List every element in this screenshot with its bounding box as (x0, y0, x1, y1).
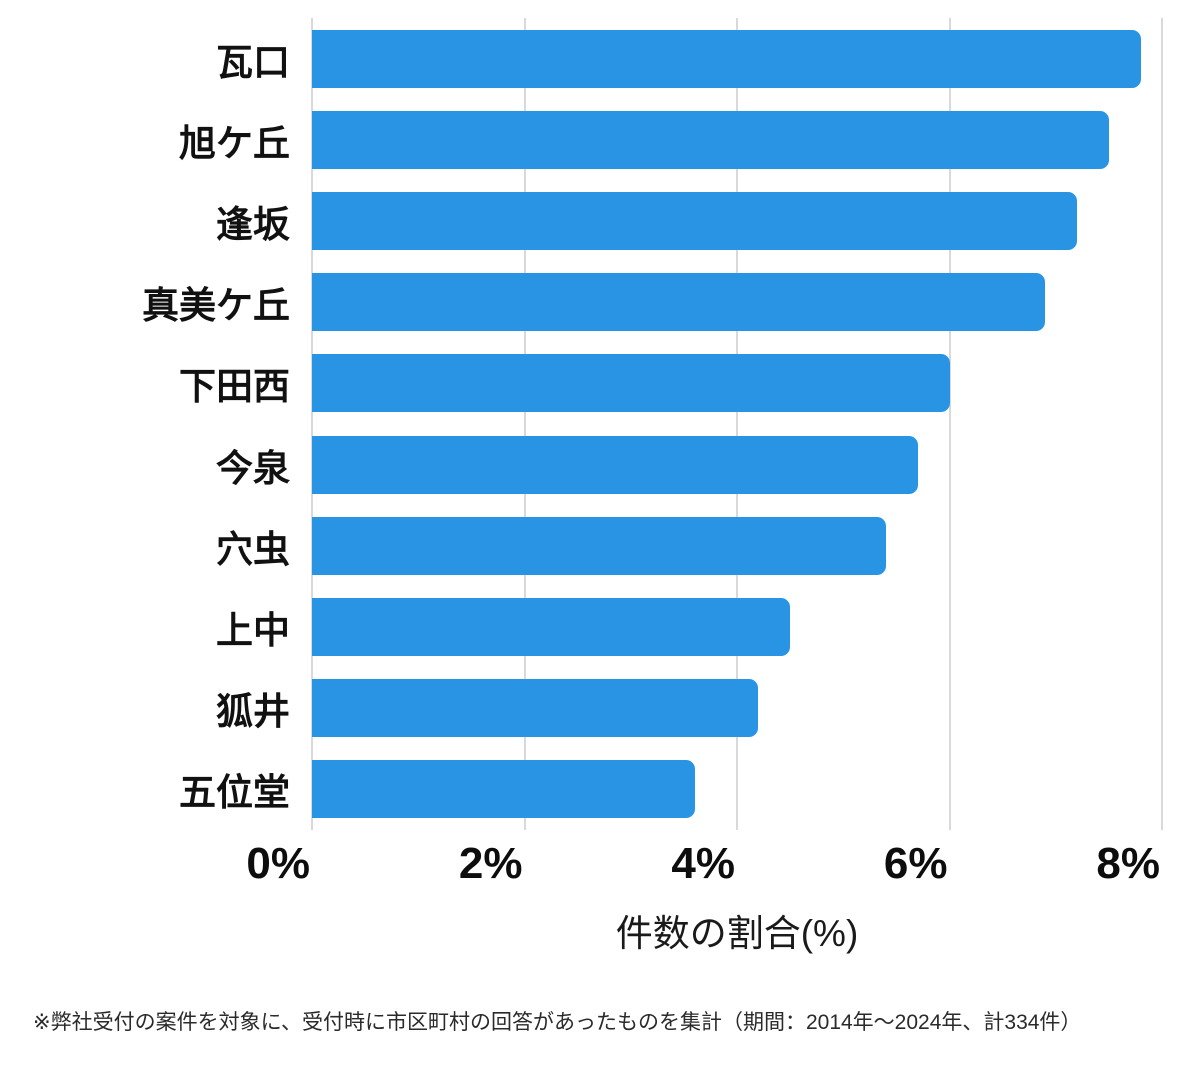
category-label: 穴虫 (216, 528, 290, 570)
bar (312, 679, 759, 738)
x-tick-label: 6% (883, 839, 948, 888)
bar-row (312, 505, 1162, 586)
x-tick-label: 2% (458, 839, 523, 888)
bar (312, 354, 950, 413)
x-tick-label: 8% (1096, 839, 1160, 888)
gridline (1161, 18, 1163, 830)
bar-row (312, 180, 1162, 261)
bar (312, 29, 1141, 88)
category-label: 狐井 (216, 691, 290, 733)
bar (312, 597, 791, 656)
bar (312, 110, 1109, 169)
bar-row (312, 99, 1162, 180)
bar-row (312, 668, 1162, 749)
category-label: 瓦口 (216, 41, 290, 83)
bar-row (312, 424, 1162, 505)
bar (312, 760, 695, 819)
category-label: 真美ケ丘 (142, 285, 290, 327)
bar (312, 191, 1077, 250)
x-tick-label: 4% (671, 839, 735, 888)
category-label: 今泉 (216, 447, 290, 489)
category-label: 逢坂 (216, 203, 290, 245)
category-label: 下田西 (179, 366, 290, 408)
bar (312, 516, 886, 575)
bar (312, 273, 1046, 332)
bar-row (312, 343, 1162, 424)
bar-row (312, 262, 1162, 343)
bar-row (312, 586, 1162, 667)
category-label: 旭ケ丘 (179, 122, 290, 164)
gridline (523, 18, 526, 830)
x-axis-title: 件数の割合(%) (615, 913, 859, 954)
gridline (311, 18, 313, 830)
gridline (948, 18, 951, 830)
bar-row (312, 18, 1162, 99)
x-tick-label: 0% (246, 839, 310, 888)
bar (312, 435, 918, 494)
plot-area (311, 18, 1163, 830)
category-label: 五位堂 (179, 772, 290, 814)
bar-row (312, 749, 1162, 830)
gridline (736, 18, 738, 830)
footnote: ※弊社受付の案件を対象に、受付時に市区町村の回答があったものを集計（期間：201… (33, 1011, 1082, 1034)
category-label: 上中 (216, 609, 290, 651)
